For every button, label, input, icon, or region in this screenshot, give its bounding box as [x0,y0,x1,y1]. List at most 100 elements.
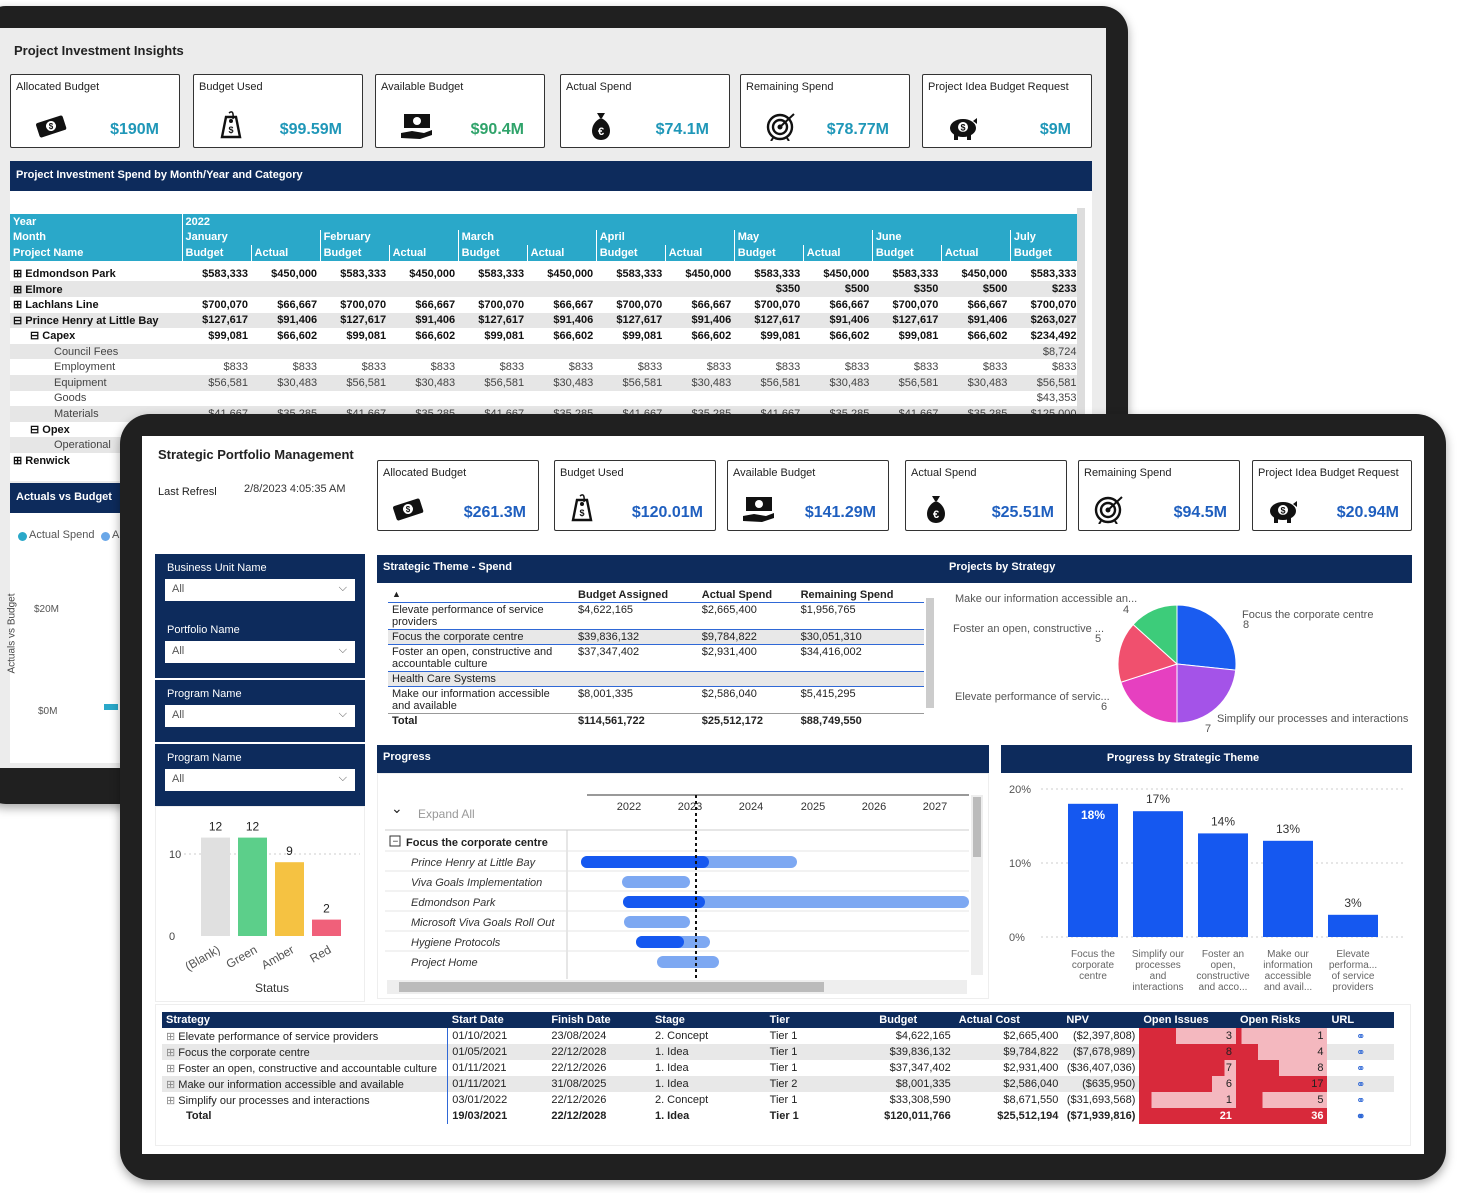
sort-arrow-icon[interactable]: ▲ [392,589,401,599]
matrix-scrollbar[interactable] [1077,208,1085,448]
table-header[interactable]: NPV [1062,1012,1140,1028]
status-bar[interactable] [312,919,341,936]
expand-row-icon[interactable]: ⊞ [166,1046,179,1059]
matrix-row[interactable]: Goods $43,353 [10,391,1080,407]
status-bar[interactable] [275,862,304,936]
collapse-icon[interactable] [389,835,401,847]
matrix-cell: $91,406 [553,314,594,327]
matrix-cell [182,391,251,407]
table-header[interactable]: URL [1327,1012,1394,1028]
pie-label: Focus the corporate centre [1242,609,1373,621]
theme-progress-bar[interactable] [1068,803,1118,937]
avb-legend-dot-2 [101,532,110,541]
gantt-h-scroll-thumb[interactable] [399,982,824,992]
table-cell: 01/10/2021 [447,1028,548,1044]
table-cell: 22/12/2026 [551,1094,607,1106]
gantt-bar[interactable] [657,956,719,968]
slicer-dropdown[interactable]: All ⌵ [165,641,355,663]
gantt-bar[interactable] [622,876,690,888]
status-bar[interactable] [238,837,267,936]
link-icon[interactable]: ⚭ [1356,1078,1366,1091]
pie-slice[interactable] [1176,663,1237,724]
matrix-row[interactable]: ⊞ Lachlans Line $700,070 $66,667 $700,070 $6… [10,297,1080,313]
matrix-cell: $450,000 [961,267,1008,280]
table-header[interactable]: Finish Date [547,1012,651,1028]
table-header[interactable]: Open Issues [1139,1012,1236,1028]
link-icon[interactable]: ⚭ [1356,1094,1366,1107]
link-icon[interactable]: ⚭ [1356,1110,1366,1123]
link-icon[interactable]: ⚭ [1356,1030,1366,1043]
table-header[interactable]: Strategy [162,1012,448,1028]
theme-row[interactable]: Focus the corporate centre $39,836,132 $9,… [388,629,924,645]
matrix-row[interactable]: ⊟ Prince Henry at Little Bay $127,617 $91,… [10,312,1080,329]
matrix-row[interactable]: Equipment $56,581 $30,483 $56,581 $30,483 $56… [10,374,1080,391]
gantt-bar[interactable] [623,896,969,908]
matrix-row[interactable]: ⊞ Edmondson Park $583,333 $450,000 $583,333… [10,266,1080,282]
expand-toggle-icon[interactable]: ⊞ [13,299,26,312]
slicer-dropdown[interactable]: All ⌵ [165,769,355,791]
table-header[interactable]: Open Risks [1235,1012,1328,1028]
table-cell: 03/01/2022 [447,1092,548,1108]
expand-toggle-icon[interactable]: ⊞ [13,283,26,296]
table-header[interactable]: Start Date [447,1012,548,1028]
collapse-toggle-icon[interactable]: ⊟ [30,424,43,437]
slicer-value: All [172,645,185,657]
expand-chevron-icon[interactable]: ⌄ [391,800,403,816]
theme-cell: $9,784,822 [701,631,757,643]
theme-row[interactable]: Foster an open, constructive and account… [388,644,924,672]
expand-toggle-icon[interactable]: ⊞ [13,268,26,281]
pie-slice[interactable] [1132,604,1178,666]
kpi-label: Budget Used [560,467,624,479]
money-bag-icon: € [918,494,954,524]
table-cell: 1. Idea [654,1078,689,1090]
expand-row-icon[interactable]: ⊞ [166,1094,179,1107]
matrix-row[interactable]: Council Fees $8,724 [10,343,1080,360]
table-row[interactable]: ⊞ Make our information accessible and av… [162,1076,1394,1092]
expand-row-icon[interactable]: ⊞ [166,1062,179,1075]
table-row[interactable]: ⊞ Simplify our processes and interaction… [162,1092,1394,1108]
pie-slice[interactable] [1176,604,1237,671]
expand-row-icon[interactable]: ⊞ [166,1030,179,1043]
theme-category-label: open, [1210,960,1235,971]
theme-row[interactable]: Elevate performance of service providers… [388,602,924,630]
link-icon[interactable]: ⚭ [1356,1046,1366,1059]
matrix-row[interactable]: ⊞ Elmore $350 $500 $350 $500 $233 [10,281,1080,297]
slicer-dropdown[interactable]: All ⌵ [165,579,355,601]
table-row[interactable]: ⊞ Focus the corporate centre 01/05/2021 22… [162,1044,1394,1060]
theme-progress-bar[interactable] [1263,840,1313,937]
gantt-item-label: Project Home [411,957,478,969]
matrix-cell: $700,070 [202,298,249,311]
gantt-bar[interactable] [624,916,690,928]
matrix-row[interactable]: ⊟ Capex $99,081 $66,602 $99,081 $66,602 $99,0… [10,328,1080,344]
link-icon[interactable]: ⚭ [1356,1062,1366,1075]
table-header[interactable]: Actual Cost [954,1012,1063,1028]
kpi-value: $74.1M [655,121,709,138]
table-cell: ($36,407,036) [1066,1062,1136,1074]
theme-spend-scrollbar[interactable] [926,598,934,708]
expand-toggle-icon[interactable]: ⊞ [13,455,26,468]
theme-progress-bar[interactable] [1133,811,1183,937]
table-header[interactable]: Budget [875,1012,955,1028]
slicer-dropdown[interactable]: All ⌵ [165,705,355,727]
expand-row-icon[interactable]: ⊞ [166,1078,179,1091]
matrix-cell: $127,617 [754,314,801,327]
matrix-row-label: Prince Henry at Little Bay [25,314,159,327]
timeline-year: 2023 [678,801,702,813]
theme-row[interactable]: Health Care Systems [388,671,924,687]
expand-all-button[interactable]: Expand All [418,807,475,821]
pie-slice[interactable] [1117,623,1178,683]
table-cell: 8 [1317,1062,1324,1074]
theme-progress-bar[interactable] [1198,833,1248,937]
theme-progress-bar[interactable] [1328,914,1378,937]
gantt-scroll-thumb[interactable] [973,797,981,857]
expand-toggle-icon[interactable]: ⊟ [30,330,43,343]
table-header[interactable]: Stage [650,1012,766,1028]
theme-row[interactable]: Make our information accessible and avai… [388,686,924,714]
expand-toggle-icon[interactable]: ⊟ [13,314,26,327]
table-header[interactable]: Tier [765,1012,876,1028]
table-row[interactable]: ⊞ Foster an open, constructive and accou… [162,1060,1394,1076]
table-row[interactable]: ⊞ Elevate performance of service provide… [162,1028,1394,1044]
status-bar[interactable] [201,837,230,936]
pie-slice[interactable] [1120,663,1178,724]
matrix-row[interactable]: Employment $833 $833 $833 $833 $833 $833 $833 $8… [10,359,1080,375]
